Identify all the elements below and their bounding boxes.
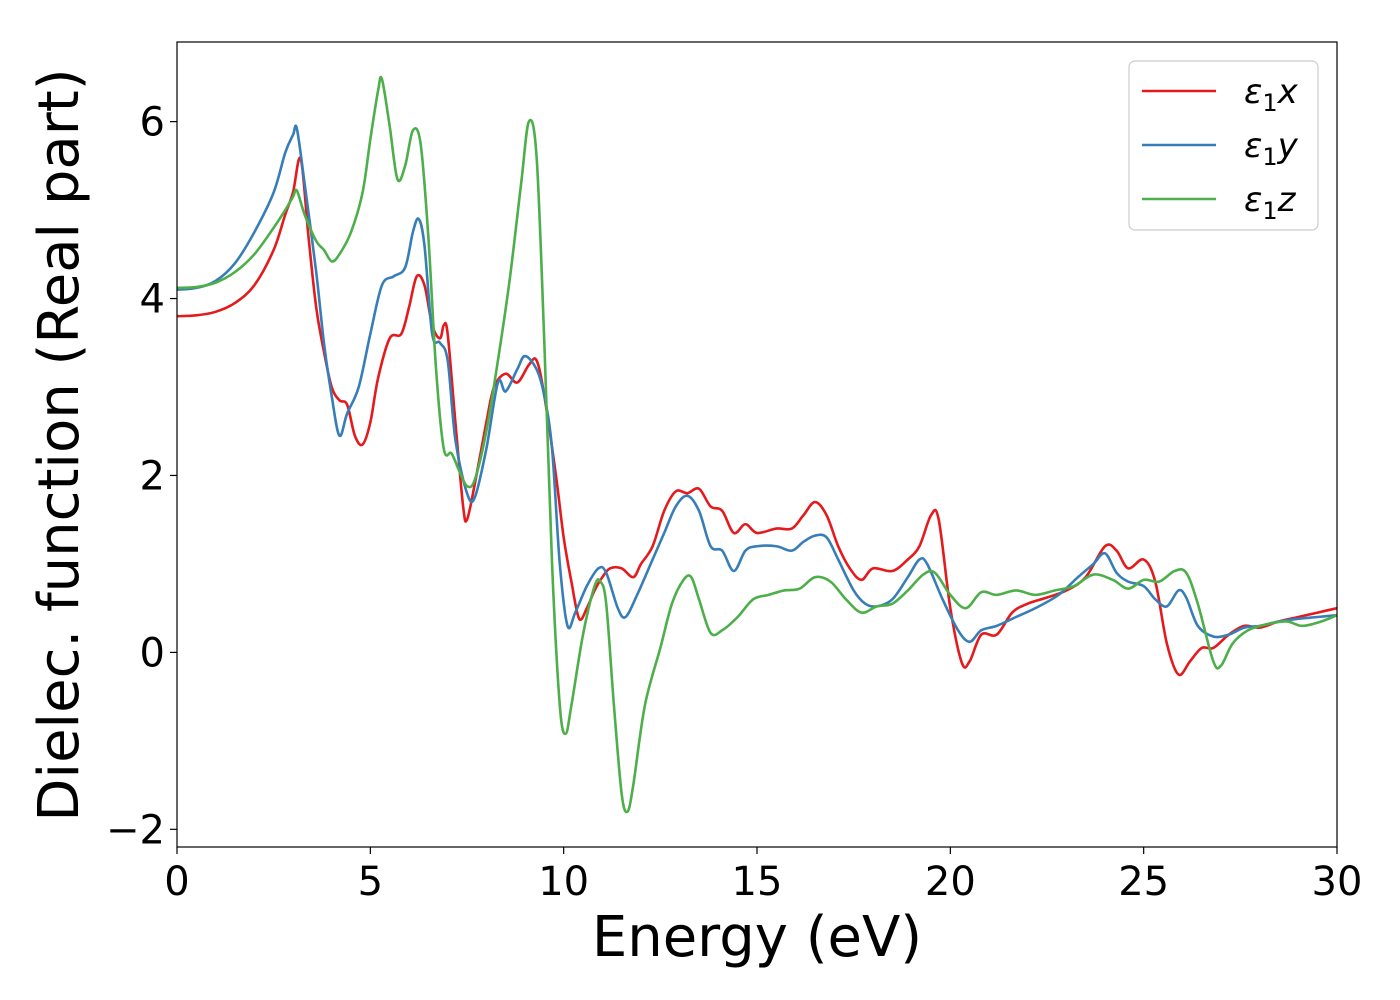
legend-frame <box>1128 60 1319 231</box>
x-tick-label: 0 <box>164 859 189 905</box>
y-tick-label: 6 <box>140 100 165 146</box>
legend-label-x: ε1x <box>1244 72 1299 117</box>
x-tick-label: 25 <box>1118 859 1169 905</box>
y-tick-label: 0 <box>140 630 165 676</box>
series-line-y <box>177 124 1337 644</box>
y-tick-label: 4 <box>140 277 165 323</box>
x-tick-label: 10 <box>538 859 589 905</box>
x-tick-label: 20 <box>925 859 976 905</box>
series-line-z <box>177 75 1337 814</box>
x-axis: 0 5 10 15 20 25 30 <box>164 847 1362 905</box>
y-tick-label: −2 <box>106 807 165 853</box>
y-tick-label: 2 <box>140 453 165 499</box>
x-tick-label: 5 <box>358 859 383 905</box>
x-tick-label: 15 <box>732 859 783 905</box>
x-axis-title: Energy (eV) <box>592 905 922 970</box>
legend-label-y: ε1y <box>1244 126 1299 171</box>
legend: ε1x ε1y ε1z <box>1128 60 1319 231</box>
x-tick-label: 30 <box>1312 859 1363 905</box>
y-axis: −2 0 2 4 6 <box>106 100 177 853</box>
y-axis-title: Dielec. function (Real part) <box>27 68 92 821</box>
legend-label-z: ε1z <box>1244 180 1297 225</box>
series-line-x <box>177 156 1337 677</box>
series-layer <box>177 75 1337 814</box>
